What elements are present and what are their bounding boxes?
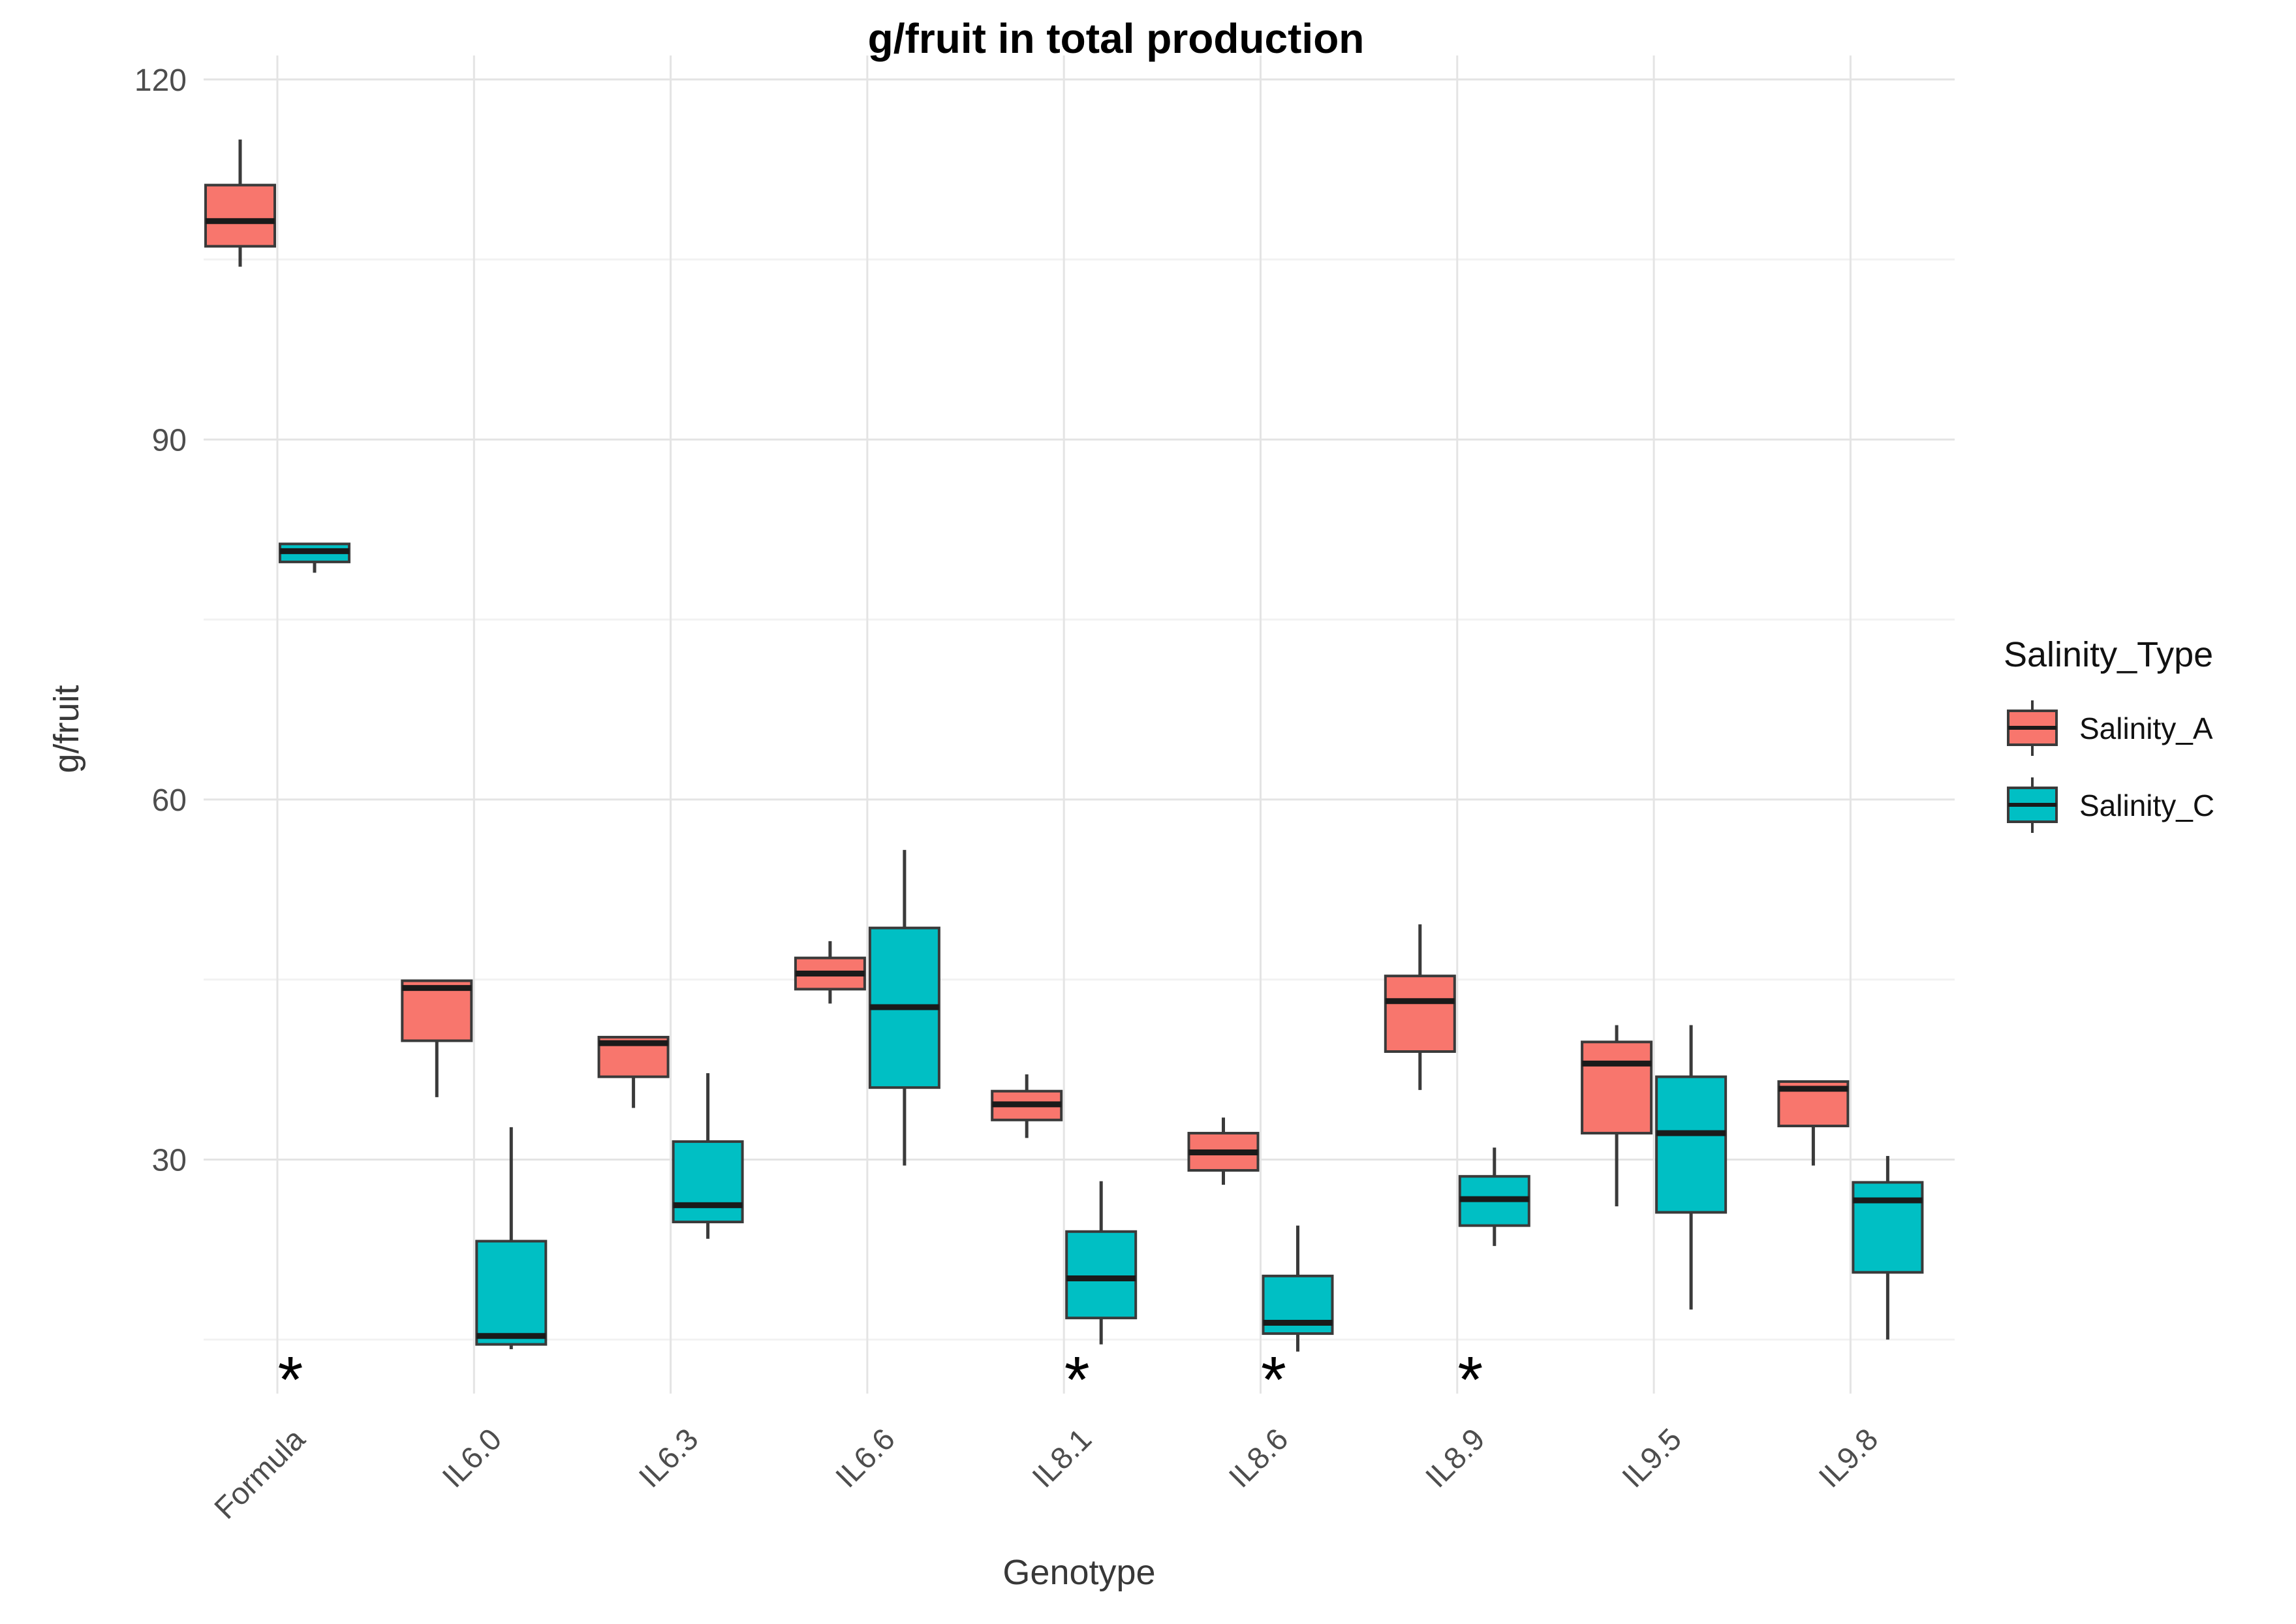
box-salinity_c (672, 1140, 744, 1224)
x-tick-label: IL6.6 (829, 1422, 901, 1494)
legend-label-salinity-a: Salinity_A (2079, 711, 2213, 745)
x-tick-label: IL9.8 (1812, 1422, 1884, 1494)
x-tick-label: IL6.3 (632, 1422, 704, 1494)
x-tick-label: IL6.0 (435, 1422, 508, 1494)
legend-item-salinity-c: Salinity_C (2002, 775, 2296, 835)
significance-asterisk: * (1064, 1343, 1090, 1416)
box-salinity_c (475, 1240, 548, 1346)
x-tick-label: IL8.9 (1418, 1422, 1491, 1494)
y-tick-label: 30 (152, 1143, 187, 1178)
boxplot-key-salinity-a-icon (2007, 700, 2058, 756)
box-salinity_c (1065, 1230, 1138, 1320)
y-tick-label: 60 (152, 783, 187, 818)
boxplot-key-salinity-c-icon (2007, 777, 2058, 833)
legend-title: Salinity_Type (2004, 635, 2214, 674)
x-axis-title: Genotype (1002, 1553, 1156, 1592)
box-salinity_a (204, 183, 276, 248)
significance-asterisk: * (1457, 1343, 1483, 1416)
y-tick-label: 90 (152, 423, 187, 458)
chart-title: g/fruit in total production (867, 15, 1365, 62)
legend-item-salinity-a: Salinity_A (2002, 698, 2296, 758)
box-salinity_a (1384, 975, 1456, 1054)
x-tick-label: IL8.6 (1222, 1422, 1294, 1494)
y-tick-label: 120 (134, 63, 187, 98)
x-tick-label: IL9.5 (1615, 1422, 1688, 1494)
box-salinity_c (1655, 1075, 1728, 1214)
legend: Salinity_Type Salinity_A Salinity_C (2002, 634, 2296, 852)
x-tick-label: IL8.1 (1025, 1422, 1098, 1494)
x-tick-label: Formula (208, 1421, 312, 1525)
significance-asterisk: * (278, 1343, 303, 1416)
box-salinity_a (1581, 1040, 1653, 1135)
significance-asterisk: * (1261, 1343, 1286, 1416)
box-salinity_c (1852, 1181, 1924, 1274)
legend-label-salinity-c: Salinity_C (2079, 789, 2215, 822)
